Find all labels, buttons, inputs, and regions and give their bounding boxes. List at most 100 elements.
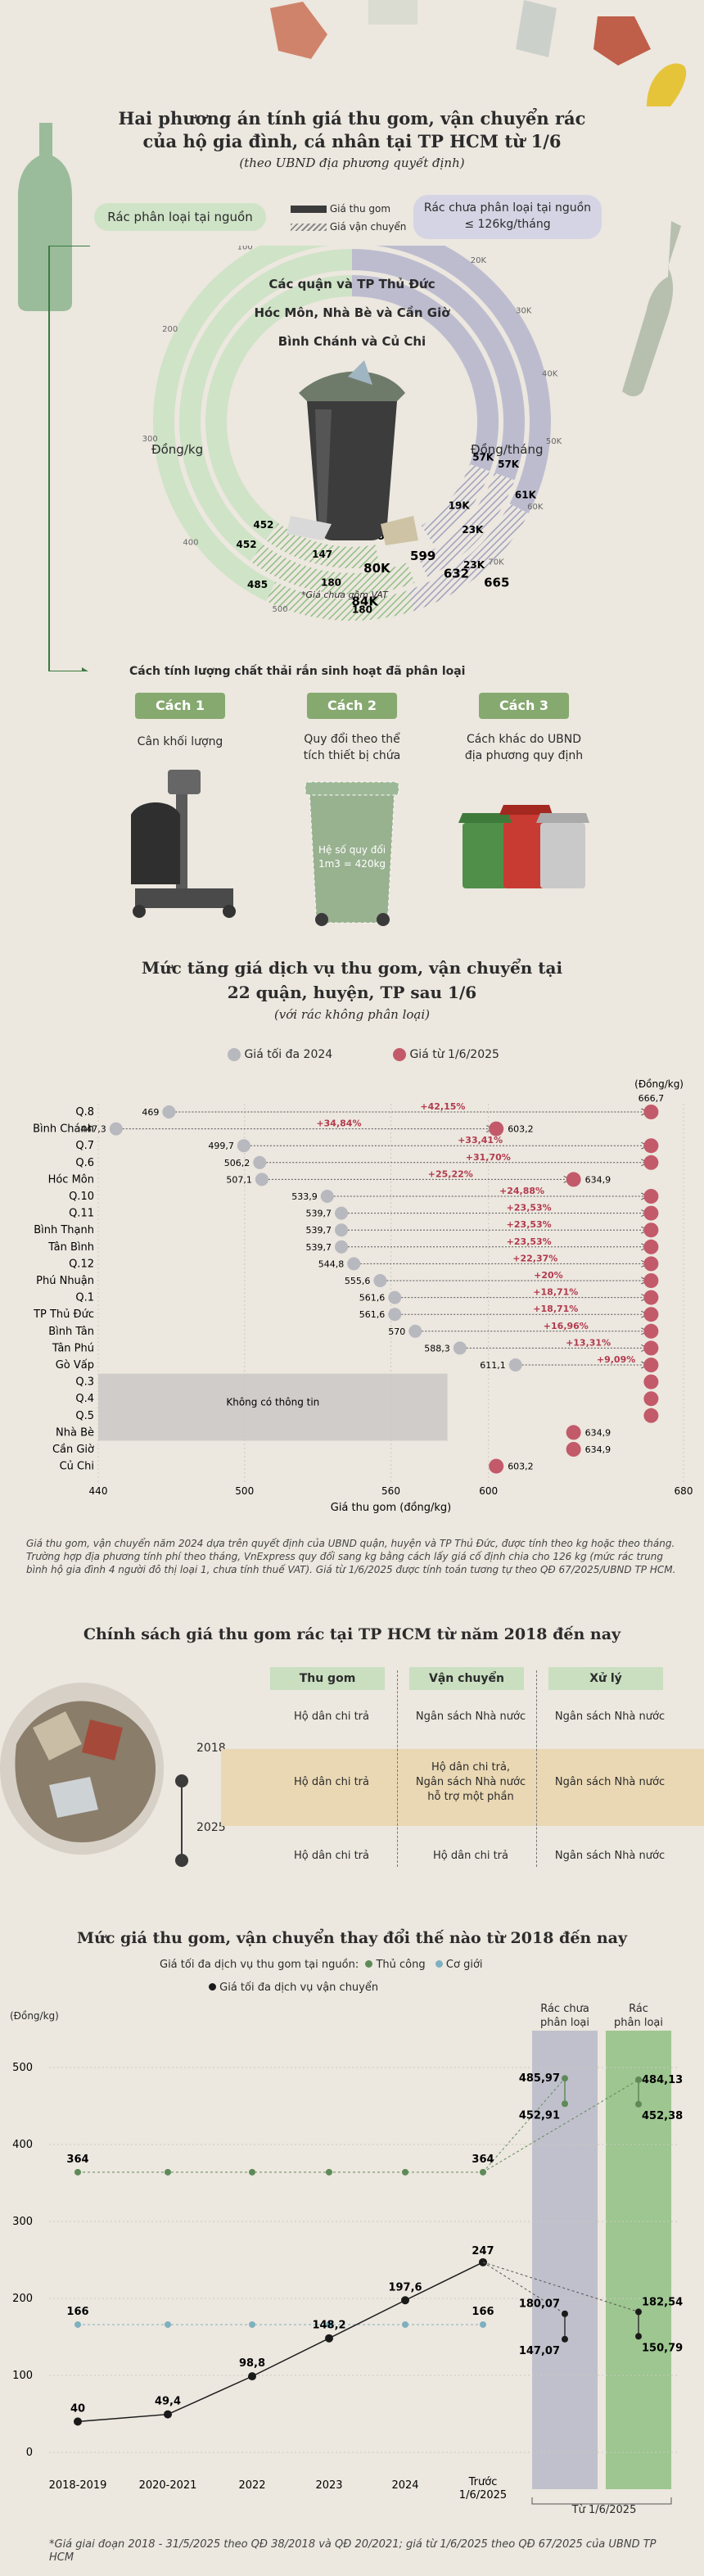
decor-bottle-left	[16, 123, 74, 314]
ph-proj-transport-unsorted	[482, 2262, 566, 2315]
db-dot-2024-16	[508, 1358, 522, 1372]
db-pct-8: +23,53%	[507, 1219, 552, 1230]
legend-transport: Giá vận chuyển	[291, 221, 406, 233]
right-scale-tick-5: 50K	[546, 437, 562, 446]
section1-title-line2: của hộ gia đình, cá nhân tại TP HCM từ 1…	[142, 131, 562, 151]
right-transport-arc-3	[407, 503, 529, 611]
section2-subtitle: (với rác không phân loại)	[273, 1007, 431, 1022]
db-value-2025-20: 634,9	[585, 1427, 611, 1438]
legend-2024-label: Giá tối đa 2024	[244, 1048, 333, 1061]
db-row-label-11: Phú Nhuận	[36, 1275, 94, 1287]
db-dot-2024-5	[255, 1173, 269, 1186]
db-dot-2024-4	[253, 1155, 267, 1169]
band-unsorted	[532, 2031, 598, 2489]
db-value-2025-21: 634,9	[585, 1444, 611, 1455]
radial-bar-chart: 45214759945218063248518066557K19K76K57K2…	[48, 246, 562, 671]
db-row-label-7: Q.11	[69, 1208, 94, 1220]
legend-manual-dot	[365, 1960, 373, 1968]
ph-label-transport-5: 197,6	[388, 2281, 422, 2294]
right-transport-value-3: 23K	[463, 559, 485, 571]
band-unsorted-line1: Rác chưa	[540, 2003, 589, 2015]
legend-max-collect-label: Giá tối đa dịch vụ thu gom tại nguồn:	[160, 1959, 359, 1971]
db-dot-2024-12	[388, 1290, 402, 1304]
section4-note: *Giá giai đoạn 2018 - 31/5/2025 theo QĐ …	[49, 2538, 657, 2564]
method-1-badge: Cách 1	[135, 693, 225, 719]
db-dot-2025-14	[643, 1323, 659, 1339]
ph-label-sorted-4: 150,79	[642, 2342, 683, 2354]
db-dot-2024-3	[237, 1139, 250, 1153]
left-total-value-1: 599	[410, 549, 435, 563]
policy-cell-r2-c2: Hộ dân chi trả, Ngân sách Nhà nước hỗ trợ …	[409, 1760, 532, 1805]
policy-cell-r2-c3-line1: Ngân sách Nhà nước	[554, 1776, 666, 1788]
db-pct-12: +18,71%	[533, 1287, 578, 1298]
db-value-2024-8: 539,7	[306, 1225, 332, 1236]
dumbbell-chart: Không có thông tin Q.8 469 +42,15% 666,7 Bìn…	[33, 1078, 693, 1514]
legend-collect: Giá thu gom	[291, 203, 390, 215]
db-dot-2025-12	[643, 1290, 659, 1305]
db-row-label-10: Q.12	[69, 1258, 94, 1270]
db-value-2025-22: 603,2	[508, 1462, 534, 1472]
ph-point-unsorted-mech-high	[562, 2310, 568, 2317]
legend-mech-label: Cơ giới	[445, 1959, 483, 1971]
db-xlabel: Giá thu gom (đồng/kg)	[331, 1502, 452, 1514]
bin-conversion-line2: 1m3 = 420kg	[318, 858, 386, 870]
right-unit-label: Đồng/tháng	[471, 442, 544, 457]
db-pct-5: +25,22%	[428, 1168, 473, 1179]
section1-title-line1: Hai phương án tính giá thu gom, vận chuy…	[118, 108, 586, 129]
ph-xtick-5-a: Trước	[468, 2476, 498, 2488]
left-collect-arc-1	[205, 275, 353, 540]
legend-collect-swatch	[291, 206, 327, 213]
db-value-2024-14: 570	[388, 1326, 405, 1337]
db-row-label-2: Bình Chánh	[33, 1123, 94, 1136]
ph-point-manual-4	[326, 2168, 332, 2176]
db-dot-2025-20	[566, 1425, 581, 1440]
db-value-2024-1: 469	[142, 1107, 159, 1118]
legend-mech-dot	[435, 1960, 443, 1968]
ph-point-unsorted-manual-high	[562, 2075, 568, 2082]
ph-point-sorted-mech-high	[635, 2308, 642, 2316]
db-dot-2024-6	[320, 1190, 334, 1203]
left-scale-tick-5: 500	[273, 605, 288, 614]
db-dot-2025-9	[643, 1239, 659, 1254]
ph-label-manual-1: 364	[66, 2153, 88, 2166]
trash-bin-illustration	[282, 360, 422, 576]
unsorted-pill-line2: ≤ 126kg/tháng	[464, 218, 551, 231]
ph-label-unsorted-4: 147,07	[519, 2345, 560, 2357]
band-unsorted-line2: phân loại	[540, 2017, 589, 2029]
ph-label-sorted-3: 182,54	[642, 2296, 683, 2308]
scale-illustration	[119, 766, 250, 933]
policy-cell-r1-c2: Ngân sách Nhà nước	[409, 1710, 532, 1724]
ph-point-manual-1	[74, 2168, 81, 2176]
left-collect-arc-3	[153, 246, 329, 602]
ph-xtick-2: 2022	[238, 2479, 265, 2492]
left-collect-value-1: 452	[253, 519, 273, 531]
db-value-2024-5: 507,1	[226, 1174, 252, 1185]
ph-point-sorted-manual-high	[635, 2076, 642, 2083]
db-row-label-19: Q.5	[75, 1410, 94, 1422]
ph-label-unsorted-3: 180,07	[519, 2298, 560, 2311]
ph-label-transport-3: 98,8	[239, 2357, 265, 2370]
db-row-label-13: TP Thủ Đức	[33, 1308, 94, 1321]
db-dot-2025-22	[489, 1458, 504, 1474]
decor-background-top	[0, 0, 704, 115]
policy-cell-r2-c1: Hộ dân chi trả	[270, 1775, 393, 1790]
db-row-label-3: Q.7	[75, 1140, 94, 1152]
db-row-label-8: Bình Thạnh	[34, 1224, 94, 1236]
policy-divider-2	[536, 1670, 537, 1867]
ph-xtick-4: 2024	[391, 2479, 418, 2492]
from-date-label: Từ 1/6/2025	[571, 2504, 637, 2516]
right-scale-tick-7: 70K	[488, 558, 504, 567]
db-dot-2024-9	[335, 1240, 349, 1254]
db-value-2024-3: 499,7	[208, 1141, 234, 1151]
legend-collect-label: Giá thu gom	[329, 203, 391, 215]
policy-cell-r2-c2-line2: Ngân sách Nhà nước	[415, 1776, 526, 1788]
policy-cell-r2-c1-line1: Hộ dân chi trả	[294, 1776, 369, 1788]
policy-band-middle	[221, 1749, 704, 1826]
right-transport-arc-2	[417, 472, 515, 577]
db-xtick-0: 440	[89, 1485, 108, 1497]
db-row-label-9: Tân Bình	[47, 1241, 94, 1254]
ph-point-manual-3	[249, 2168, 255, 2176]
left-scale-tick-1: 100	[237, 246, 253, 251]
db-pct-7: +23,53%	[507, 1203, 552, 1213]
ph-point-manual-2	[165, 2168, 171, 2176]
